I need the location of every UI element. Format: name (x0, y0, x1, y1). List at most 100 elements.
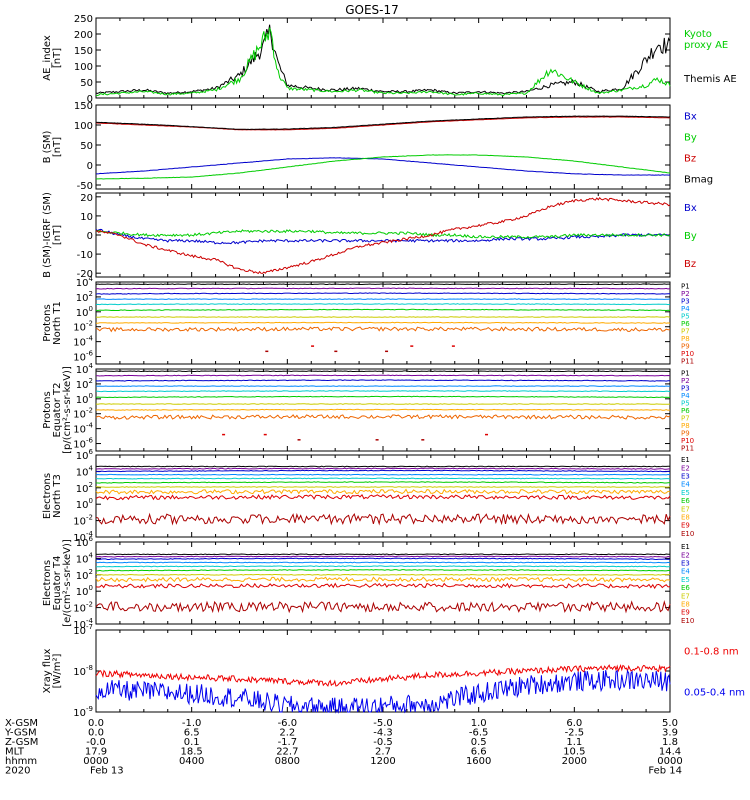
panel-3-legend-P2: P2 (681, 290, 690, 298)
footer-cell: -6.5 (469, 728, 489, 739)
panel-5-legend-E1: E1 (681, 456, 690, 464)
panel-5-legend-E9: E9 (681, 522, 690, 530)
panel-3-ytick-label: 102 (76, 290, 93, 304)
footer-row-label: Z-GSM (5, 737, 38, 748)
panel-2-legend-0: Bx (684, 203, 697, 214)
panel-4-ytick-label: 104 (76, 362, 94, 376)
panel-6-legend-E6: E6 (681, 584, 690, 592)
panel-4-legend-P2: P2 (681, 377, 690, 385)
panel-5-series-E4 (95, 473, 671, 476)
panel-0-ylabel: [nT] (52, 48, 63, 68)
panel-6-ylabel: Electrons (42, 560, 53, 606)
footer-cell: 0000 (657, 756, 682, 767)
panel-5-legend-E5: E5 (681, 489, 690, 497)
panel-3-series-P1 (95, 283, 670, 286)
panel-5-series-E1 (95, 465, 670, 468)
footer-cell: -4.3 (373, 728, 393, 739)
panel-5-series-E8 (95, 488, 671, 495)
panel-0-ytick-label: 150 (74, 46, 93, 57)
panel-6-ytick-label: 100 (76, 584, 93, 598)
footer-cell: 10.5 (563, 747, 585, 758)
panel-3-legend-P9: P9 (681, 342, 690, 350)
footer-row-label: 2020 (5, 766, 30, 777)
panel-5-legend-E6: E6 (681, 497, 690, 505)
footer-cell: Feb 13 (90, 766, 124, 777)
footer-table: X-GSM 0.0 -1.0 -6.0 -5.0 1.0 6.0 5.0 Y-GSM 0.0 6.5… (4, 718, 683, 777)
panel-3-ytick-label: 10-6 (73, 350, 93, 364)
panel-2-ytick-label: 0 (87, 231, 93, 242)
panel-1-ylabel: [nT] (52, 137, 63, 157)
panel-4-legend-P10: P10 (681, 437, 694, 445)
panel-3-series-P7 (95, 316, 671, 318)
footer-cell: 6.5 (184, 728, 200, 739)
panel-6-series-E1 (95, 553, 670, 556)
panel-4-series-P4 (95, 385, 671, 387)
panel-6-ylabel: Equator T4 (52, 556, 63, 611)
panel-2-series-Bz (95, 197, 671, 275)
panel-3-ytick-label: 10-2 (73, 320, 93, 334)
panel-0-ytick-label: 200 (74, 30, 93, 41)
panel-5-series-E3 (95, 469, 670, 473)
panel-0-legend-0: proxy AE (684, 40, 728, 51)
panel-6-legend-E4: E4 (681, 568, 690, 576)
panel-7-ylabel: Xray flux (42, 649, 53, 694)
panel-0-ytick-label: 50 (80, 78, 93, 89)
panel-3-series-P3 (95, 292, 671, 295)
footer-cell: 0800 (275, 756, 300, 767)
panel-5: Electrons North T310-410-2100102104106E1E… (42, 448, 694, 544)
panel-4-legend-P5: P5 (681, 400, 690, 408)
panel-6-ytick-label: 10-4 (73, 617, 93, 631)
panel-7-legend-1: 0.05-0.4 nm (684, 688, 745, 699)
panel-4-legend-P9: P9 (681, 429, 690, 437)
footer-cell: 17.9 (85, 747, 107, 758)
panel-6-legend-E2: E2 (681, 551, 690, 559)
panel-1-series-Bz (95, 116, 671, 131)
footer-cell: 14.4 (659, 747, 681, 758)
panel-6-series-E2 (95, 555, 671, 558)
panel-4-ytick-label: 10-4 (73, 422, 93, 436)
footer-cell: 1.8 (662, 737, 678, 748)
panel-7-ylabel: [W/m²] (52, 653, 63, 688)
panel-1-ytick-label: 50 (80, 141, 93, 152)
panel-6-series-E9 (95, 582, 671, 590)
panel-5-legend-E2: E2 (681, 464, 690, 472)
footer-cell: 1.0 (471, 718, 487, 729)
panel-1-ytick-label: -50 (77, 181, 93, 192)
panel-4-legend-P7: P7 (681, 414, 690, 422)
panel-6-series-E4 (95, 561, 671, 564)
panel-4-series-P6 (95, 395, 670, 399)
panel-5-series-E6 (95, 481, 671, 484)
panel-6-series-E6 (95, 569, 671, 572)
panel-7-series-0.05-0.4-nm (95, 669, 671, 714)
panel-2-series-By (95, 229, 671, 239)
panel-5-series-E7 (96, 486, 671, 488)
panel-1-legend-0: Bx (684, 112, 697, 123)
panel-2-legend-2: Bz (684, 259, 696, 270)
panel-3-legend-P3: P3 (681, 298, 690, 306)
footer-cell: 2.2 (279, 728, 295, 739)
panel-7: Xray flux [W/m²] 10-9 10-8 10-7 0.1-0.8 nm 0.0… (42, 623, 745, 719)
panel-3-series-P8 (95, 321, 671, 324)
panel-7-ytick-label: 10-8 (73, 664, 93, 678)
panel-2-legend-1: By (684, 231, 697, 242)
panel-5-ytick-label: 10-2 (73, 514, 93, 528)
panel-6-ytick-label: 102 (76, 568, 93, 582)
footer-cell: 0400 (179, 756, 204, 767)
panel-1-series-By (95, 154, 671, 180)
panel-6-legend-E8: E8 (681, 601, 690, 609)
figure-title: GOES-17 (345, 3, 399, 17)
panel-3-legend-P4: P4 (681, 305, 690, 313)
panel-6-legend-E1: E1 (681, 543, 690, 551)
panel-4-legend-P8: P8 (681, 422, 690, 430)
footer-row-label: hhmm (5, 756, 37, 767)
footer-cell: 5.0 (662, 718, 678, 729)
footer-cell: 3.9 (662, 728, 678, 739)
footer-cell: 1200 (370, 756, 395, 767)
footer-cell: -0.0 (86, 737, 106, 748)
panel-5-series-E2 (95, 467, 671, 470)
panel-6-legend-E3: E3 (681, 560, 690, 568)
footer-cell: 2.7 (375, 747, 391, 758)
panel-5-legend-E8: E8 (681, 514, 690, 522)
